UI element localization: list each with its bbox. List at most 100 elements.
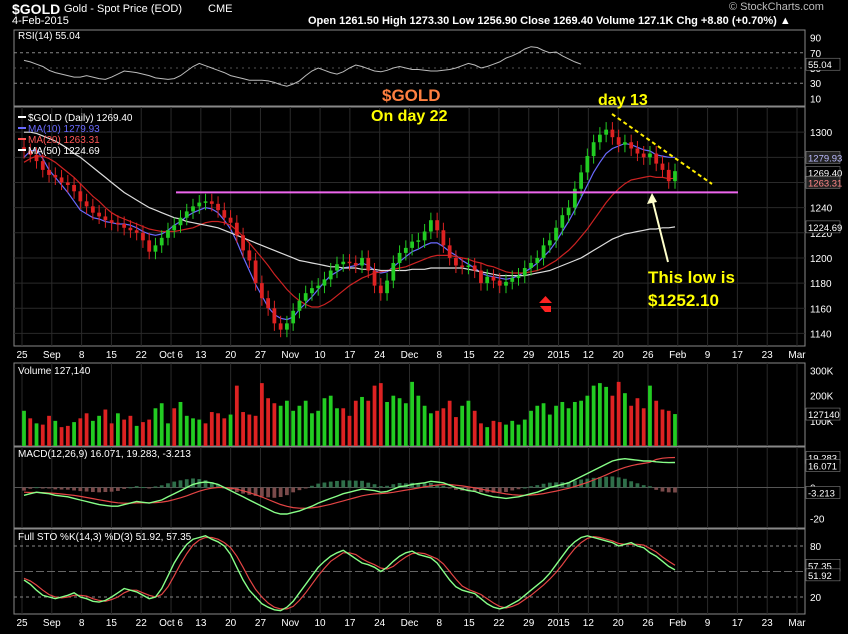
macd-histogram-bar [604,476,609,488]
macd-histogram-bar [184,479,189,488]
volume-bar [416,395,421,446]
price-candle [610,129,615,138]
macd-histogram-bar [554,482,558,488]
volume-bar [616,381,621,446]
ma50-value-tag-bg [805,220,841,234]
bottom-x-label: Nov [281,618,299,629]
price-candle [40,161,45,170]
volume-bar [234,385,239,446]
volume-bar [641,408,646,446]
macd-histogram-bar [109,487,114,492]
volume-bar [466,400,471,446]
price-candle [529,262,533,269]
price-candle [522,268,527,276]
price-stats: Open 1261.50 High 1273.30 Low 1256.90 Cl… [308,15,791,27]
macd-histogram-bar [454,487,458,490]
macd-histogram-bar [416,483,421,488]
macd-histogram-bar [216,484,220,488]
price-x-label: 8 [437,350,443,361]
macd-histogram-bar [191,478,195,488]
price-candle [303,293,308,301]
volume-bar [178,401,183,446]
price-x-label: 29 [523,350,535,361]
macd-histogram-bar [447,487,452,489]
price-x-label: Dec [401,350,419,361]
macd-value-tag-bg [805,459,841,472]
price-x-label: Mar [788,350,806,361]
volume-bar [597,383,602,446]
macd-histogram-bar [122,487,127,489]
bottom-x-label: 13 [195,618,207,629]
price-candle [460,265,465,267]
volume-value-tag-bg [805,407,841,421]
volume-bar [172,408,177,446]
volume-bar [566,408,571,446]
volume-bar [78,418,83,446]
macd-histogram-bar [328,481,333,488]
macd-histogram-bar [335,480,339,488]
price-candle [491,276,496,281]
volume-bar [297,405,302,446]
macd-histogram-bar [616,477,621,488]
volume-bar [623,393,627,446]
volume-bar [53,420,58,446]
price-candle [285,323,289,330]
volume-bar [447,400,452,446]
bottom-x-label: 15 [464,618,476,629]
price-candle [447,245,452,258]
macd-histogram-bar [28,487,33,489]
price-x-label: 23 [762,350,774,361]
price-x-label: 24 [374,350,386,361]
macd-histogram-bar [128,487,133,489]
price-candle [623,142,627,145]
macd-histogram-bar [529,486,533,488]
volume-bar [272,403,277,446]
volume-bar [403,403,408,446]
macd-histogram-bar [65,487,70,490]
volume-bar [266,398,271,446]
volume-bar [203,423,208,446]
price-candle [109,220,114,223]
price-candle [222,210,227,218]
price-candle [272,308,277,324]
volume-bar [491,420,496,446]
price-candle [391,262,396,281]
volume-bar [441,408,446,446]
volume-bar [122,419,127,446]
volume-bar [59,427,64,446]
price-candle [466,265,471,267]
price-candle [535,257,540,263]
price-candle [122,223,127,228]
volume-bar [90,420,95,446]
price-candle [84,201,89,207]
price-candle [141,232,145,241]
volume-bar [228,414,233,446]
bottom-x-label: 20 [225,618,237,629]
price-candle [216,203,220,211]
macd-histogram-bar [635,483,640,488]
price-legend-entry: $GOLD (Daily) 1269.40 [28,113,133,124]
price-x-label: 20 [225,350,237,361]
price-candle [209,201,214,204]
volume-bar [103,409,108,446]
volume-bar [216,413,220,446]
volume-bar [522,419,527,446]
macd-histogram-bar [572,480,577,488]
bottom-x-label: 8 [79,618,85,629]
price-tick-label: 1160 [810,304,832,315]
volume-bar [435,410,440,446]
price-candle [234,222,239,236]
macd-histogram-bar [516,487,521,490]
macd-histogram-bar [266,487,271,498]
macd-histogram-bar [172,481,177,488]
bottom-x-label: 8 [437,618,443,629]
price-candle [316,285,321,289]
price-candle [385,280,389,294]
macd-histogram-bar [435,484,440,488]
price-candle [28,151,33,155]
volume-bar [397,398,402,446]
volume-bar [504,424,508,446]
price-candle [297,300,302,311]
macd-histogram-bar [479,487,483,493]
volume-bar [422,405,427,446]
